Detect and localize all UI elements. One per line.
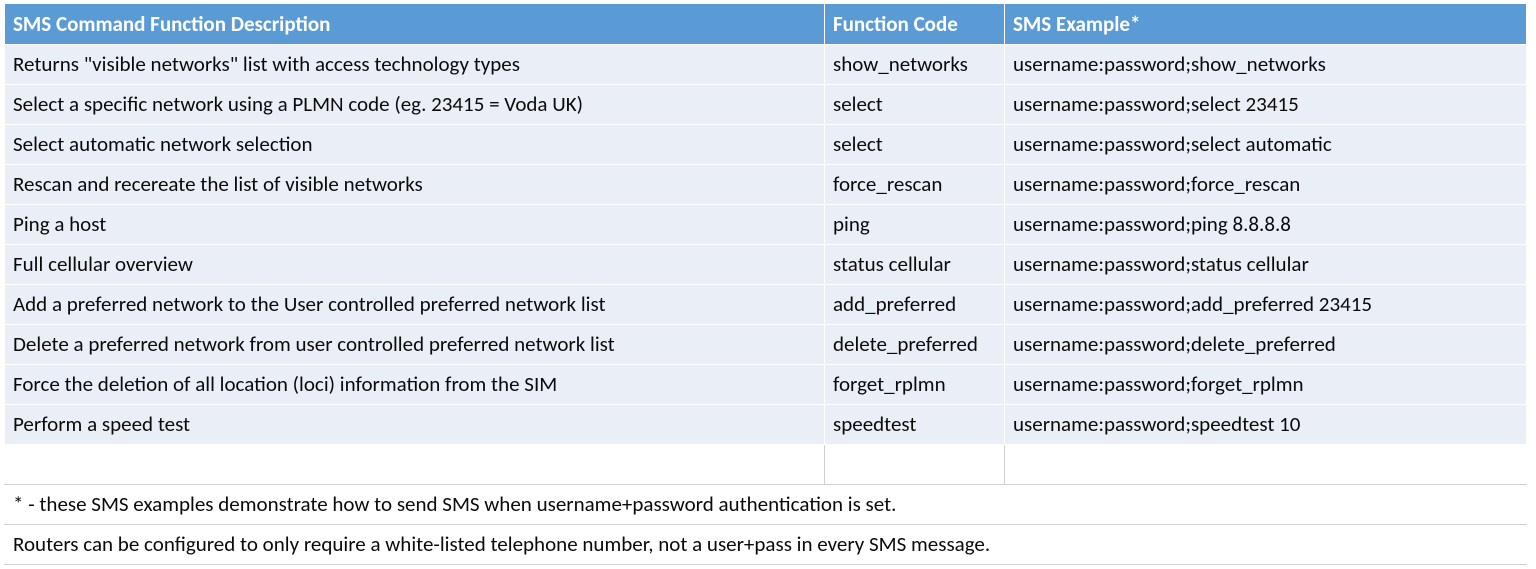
table-row: Perform a speed test speedtest username:… [5, 404, 1527, 444]
blank-cell [5, 444, 825, 484]
cell-sms-example: username:password;forget_rplmn [1005, 364, 1527, 404]
table-row: Full cellular overview status cellular u… [5, 244, 1527, 284]
table-row: Select a specific network using a PLMN c… [5, 84, 1527, 124]
cell-function-code: force_rescan [825, 164, 1005, 204]
table-row: Returns "visible networks" list with acc… [5, 44, 1527, 84]
cell-description: Full cellular overview [5, 244, 825, 284]
table-row: Add a preferred network to the User cont… [5, 284, 1527, 324]
blank-row [5, 444, 1527, 484]
table-row: Delete a preferred network from user con… [5, 324, 1527, 364]
cell-sms-example: username:password;add_preferred 23415 [1005, 284, 1527, 324]
cell-description: Rescan and recereate the list of visible… [5, 164, 825, 204]
cell-function-code: select [825, 124, 1005, 164]
sms-commands-table: SMS Command Function Description Functio… [4, 4, 1527, 565]
cell-description: Returns "visible networks" list with acc… [5, 44, 825, 84]
table-row: Ping a host ping username:password;ping … [5, 204, 1527, 244]
cell-description: Select automatic network selection [5, 124, 825, 164]
cell-function-code: delete_preferred [825, 324, 1005, 364]
cell-function-code: forget_rplmn [825, 364, 1005, 404]
footnote-row: Routers can be configured to only requir… [5, 524, 1527, 564]
col-header-description: SMS Command Function Description [5, 4, 825, 44]
cell-function-code: select [825, 84, 1005, 124]
footnote-text: Routers can be configured to only requir… [5, 524, 1527, 564]
cell-description: Delete a preferred network from user con… [5, 324, 825, 364]
footnote-text: * - these SMS examples demonstrate how t… [5, 484, 1527, 524]
cell-function-code: status cellular [825, 244, 1005, 284]
cell-description: Ping a host [5, 204, 825, 244]
cell-sms-example: username:password;select automatic [1005, 124, 1527, 164]
cell-function-code: show_networks [825, 44, 1005, 84]
table-header-row: SMS Command Function Description Functio… [5, 4, 1527, 44]
blank-cell [825, 444, 1005, 484]
cell-sms-example: username:password;show_networks [1005, 44, 1527, 84]
table-row: Select automatic network selection selec… [5, 124, 1527, 164]
table-row: Rescan and recereate the list of visible… [5, 164, 1527, 204]
blank-cell [1005, 444, 1527, 484]
cell-sms-example: username:password;ping 8.8.8.8 [1005, 204, 1527, 244]
cell-function-code: add_preferred [825, 284, 1005, 324]
cell-description: Add a preferred network to the User cont… [5, 284, 825, 324]
cell-description: Select a specific network using a PLMN c… [5, 84, 825, 124]
col-header-function-code: Function Code [825, 4, 1005, 44]
cell-function-code: speedtest [825, 404, 1005, 444]
spreadsheet-view: SMS Command Function Description Functio… [0, 0, 1536, 569]
cell-sms-example: username:password;select 23415 [1005, 84, 1527, 124]
table-row: Force the deletion of all location (loci… [5, 364, 1527, 404]
cell-function-code: ping [825, 204, 1005, 244]
cell-sms-example: username:password;force_rescan [1005, 164, 1527, 204]
footnote-row: * - these SMS examples demonstrate how t… [5, 484, 1527, 524]
cell-description: Perform a speed test [5, 404, 825, 444]
cell-sms-example: username:password;delete_preferred [1005, 324, 1527, 364]
cell-sms-example: username:password;status cellular [1005, 244, 1527, 284]
col-header-sms-example: SMS Example* [1005, 4, 1527, 44]
cell-description: Force the deletion of all location (loci… [5, 364, 825, 404]
cell-sms-example: username:password;speedtest 10 [1005, 404, 1527, 444]
